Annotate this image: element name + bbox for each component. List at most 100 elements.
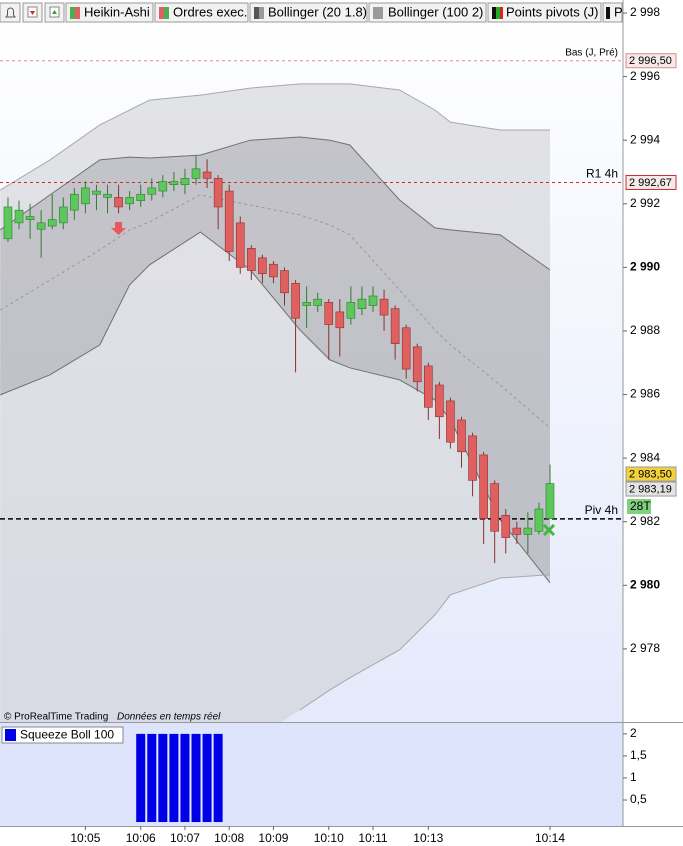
candle-body — [424, 365, 433, 408]
candle-body — [103, 193, 112, 198]
indicator-icon — [159, 7, 164, 19]
indicator-label[interactable]: Bollinger (20 1.8) — [268, 4, 367, 19]
candle-body — [235, 222, 245, 268]
price-axis-background — [623, 0, 683, 846]
x-tick-label: 10:13 — [413, 831, 443, 845]
bar — [191, 733, 201, 823]
alert-icon — [5, 7, 16, 18]
bar — [169, 733, 179, 823]
bar — [180, 733, 190, 823]
y-tick-label: 2 994 — [630, 132, 660, 146]
alert-button[interactable] — [0, 2, 21, 23]
candle-body — [468, 435, 477, 481]
x-tick-label: 10:07 — [170, 831, 200, 845]
bar — [147, 733, 157, 823]
candle-body — [435, 384, 444, 418]
toolbar: Heikin-Ashi Ordres exec. Bollinger (20 1… — [0, 2, 623, 23]
buy-arrow — [52, 10, 57, 14]
candle-body — [258, 257, 267, 275]
price-tag-label: 2 983,19 — [629, 483, 672, 495]
indicator-label[interactable]: P — [614, 4, 623, 19]
indicator-button[interactable] — [154, 2, 249, 23]
indicator-button[interactable] — [249, 2, 368, 23]
panel-label: Squeeze Boll 100 — [20, 728, 114, 742]
indicator-label[interactable]: Points pivots (J) — [506, 4, 598, 19]
bar — [202, 733, 212, 823]
x-tick-label: 10:08 — [214, 831, 244, 845]
y-tick-label: 2 984 — [630, 450, 660, 464]
y-tick-label: 2 992 — [630, 196, 660, 210]
pivot-label: Piv 4h — [585, 503, 618, 517]
candle-body — [224, 190, 234, 252]
y-tick-label: 2 982 — [630, 514, 660, 528]
x-tick-label: 10:06 — [126, 831, 156, 845]
candle-body — [202, 171, 212, 179]
y-tick-label: 2 978 — [630, 641, 660, 655]
candle-body — [335, 311, 345, 329]
candle-body — [114, 197, 123, 208]
axes: 2 998 2 996 2 994 2 992 2 990 2 988 2 986 2 984… — [70, 5, 660, 845]
countdown-box — [627, 499, 651, 515]
candle-body — [501, 515, 511, 538]
indicator-icon — [373, 7, 383, 19]
exit-marker — [542, 523, 556, 537]
panel-label-icon — [5, 729, 16, 741]
candle-body — [401, 327, 411, 370]
indicator-icon — [75, 7, 80, 19]
candle-body — [534, 508, 544, 532]
indicator-icon — [606, 7, 610, 19]
band-fill — [0, 137, 550, 583]
indicator-label[interactable]: Bollinger (100 2) — [388, 4, 483, 19]
bar — [213, 733, 223, 823]
indicator-label[interactable]: Ordres exec. — [173, 4, 247, 19]
candle-body — [191, 168, 201, 179]
price-tag-label: 2 996,50 — [629, 55, 672, 67]
candle-body — [36, 222, 46, 230]
candle-body — [58, 206, 68, 224]
band-line — [0, 231, 551, 584]
indicator-icon — [492, 7, 496, 19]
candle-body — [512, 527, 522, 535]
indicator-label[interactable]: Heikin-Ashi — [84, 4, 150, 19]
indicator-button[interactable] — [65, 2, 154, 23]
candle-body — [446, 400, 455, 443]
price-tag — [625, 174, 677, 190]
price-tag — [625, 53, 677, 69]
y-tick-label: 2 980 — [630, 577, 660, 591]
candle-body — [379, 298, 389, 316]
indicator-icon — [70, 7, 75, 19]
candle-body — [70, 193, 79, 211]
countdown-label: 28T — [630, 499, 651, 513]
pivot-label: R1 4h — [586, 167, 618, 181]
y-tick-label: 2 996 — [630, 69, 660, 83]
price-tag-label: 2 983,50 — [629, 468, 672, 480]
y-tick-label: 2 988 — [630, 323, 660, 337]
candle-body — [346, 302, 356, 319]
indicator-icon — [164, 7, 169, 19]
sell-marker — [111, 222, 126, 235]
price-tag-label: 2 992,67 — [629, 177, 672, 189]
y-tick-label: 2 990 — [630, 260, 660, 274]
candle-body — [412, 346, 422, 383]
y-tick-label: 2 998 — [630, 5, 660, 19]
band-line — [299, 574, 551, 711]
candle-body — [169, 181, 179, 186]
candle-body — [368, 295, 378, 306]
candle-body — [247, 247, 256, 271]
candle-body — [479, 454, 488, 519]
candle-body — [47, 219, 57, 227]
sell-arrow — [30, 11, 35, 15]
data-note: Données en temps réel — [117, 712, 221, 723]
candle-body — [180, 178, 190, 186]
price-tag — [625, 466, 677, 482]
band-line — [0, 136, 551, 271]
indicator-button[interactable] — [368, 2, 487, 23]
indicator-icon — [496, 7, 500, 19]
candle-body — [92, 190, 101, 195]
candle-body — [457, 419, 466, 453]
indicator-button[interactable] — [487, 2, 602, 23]
candle-body — [280, 270, 289, 294]
band-line — [0, 83, 550, 191]
x-tick-label: 10:14 — [535, 831, 565, 845]
